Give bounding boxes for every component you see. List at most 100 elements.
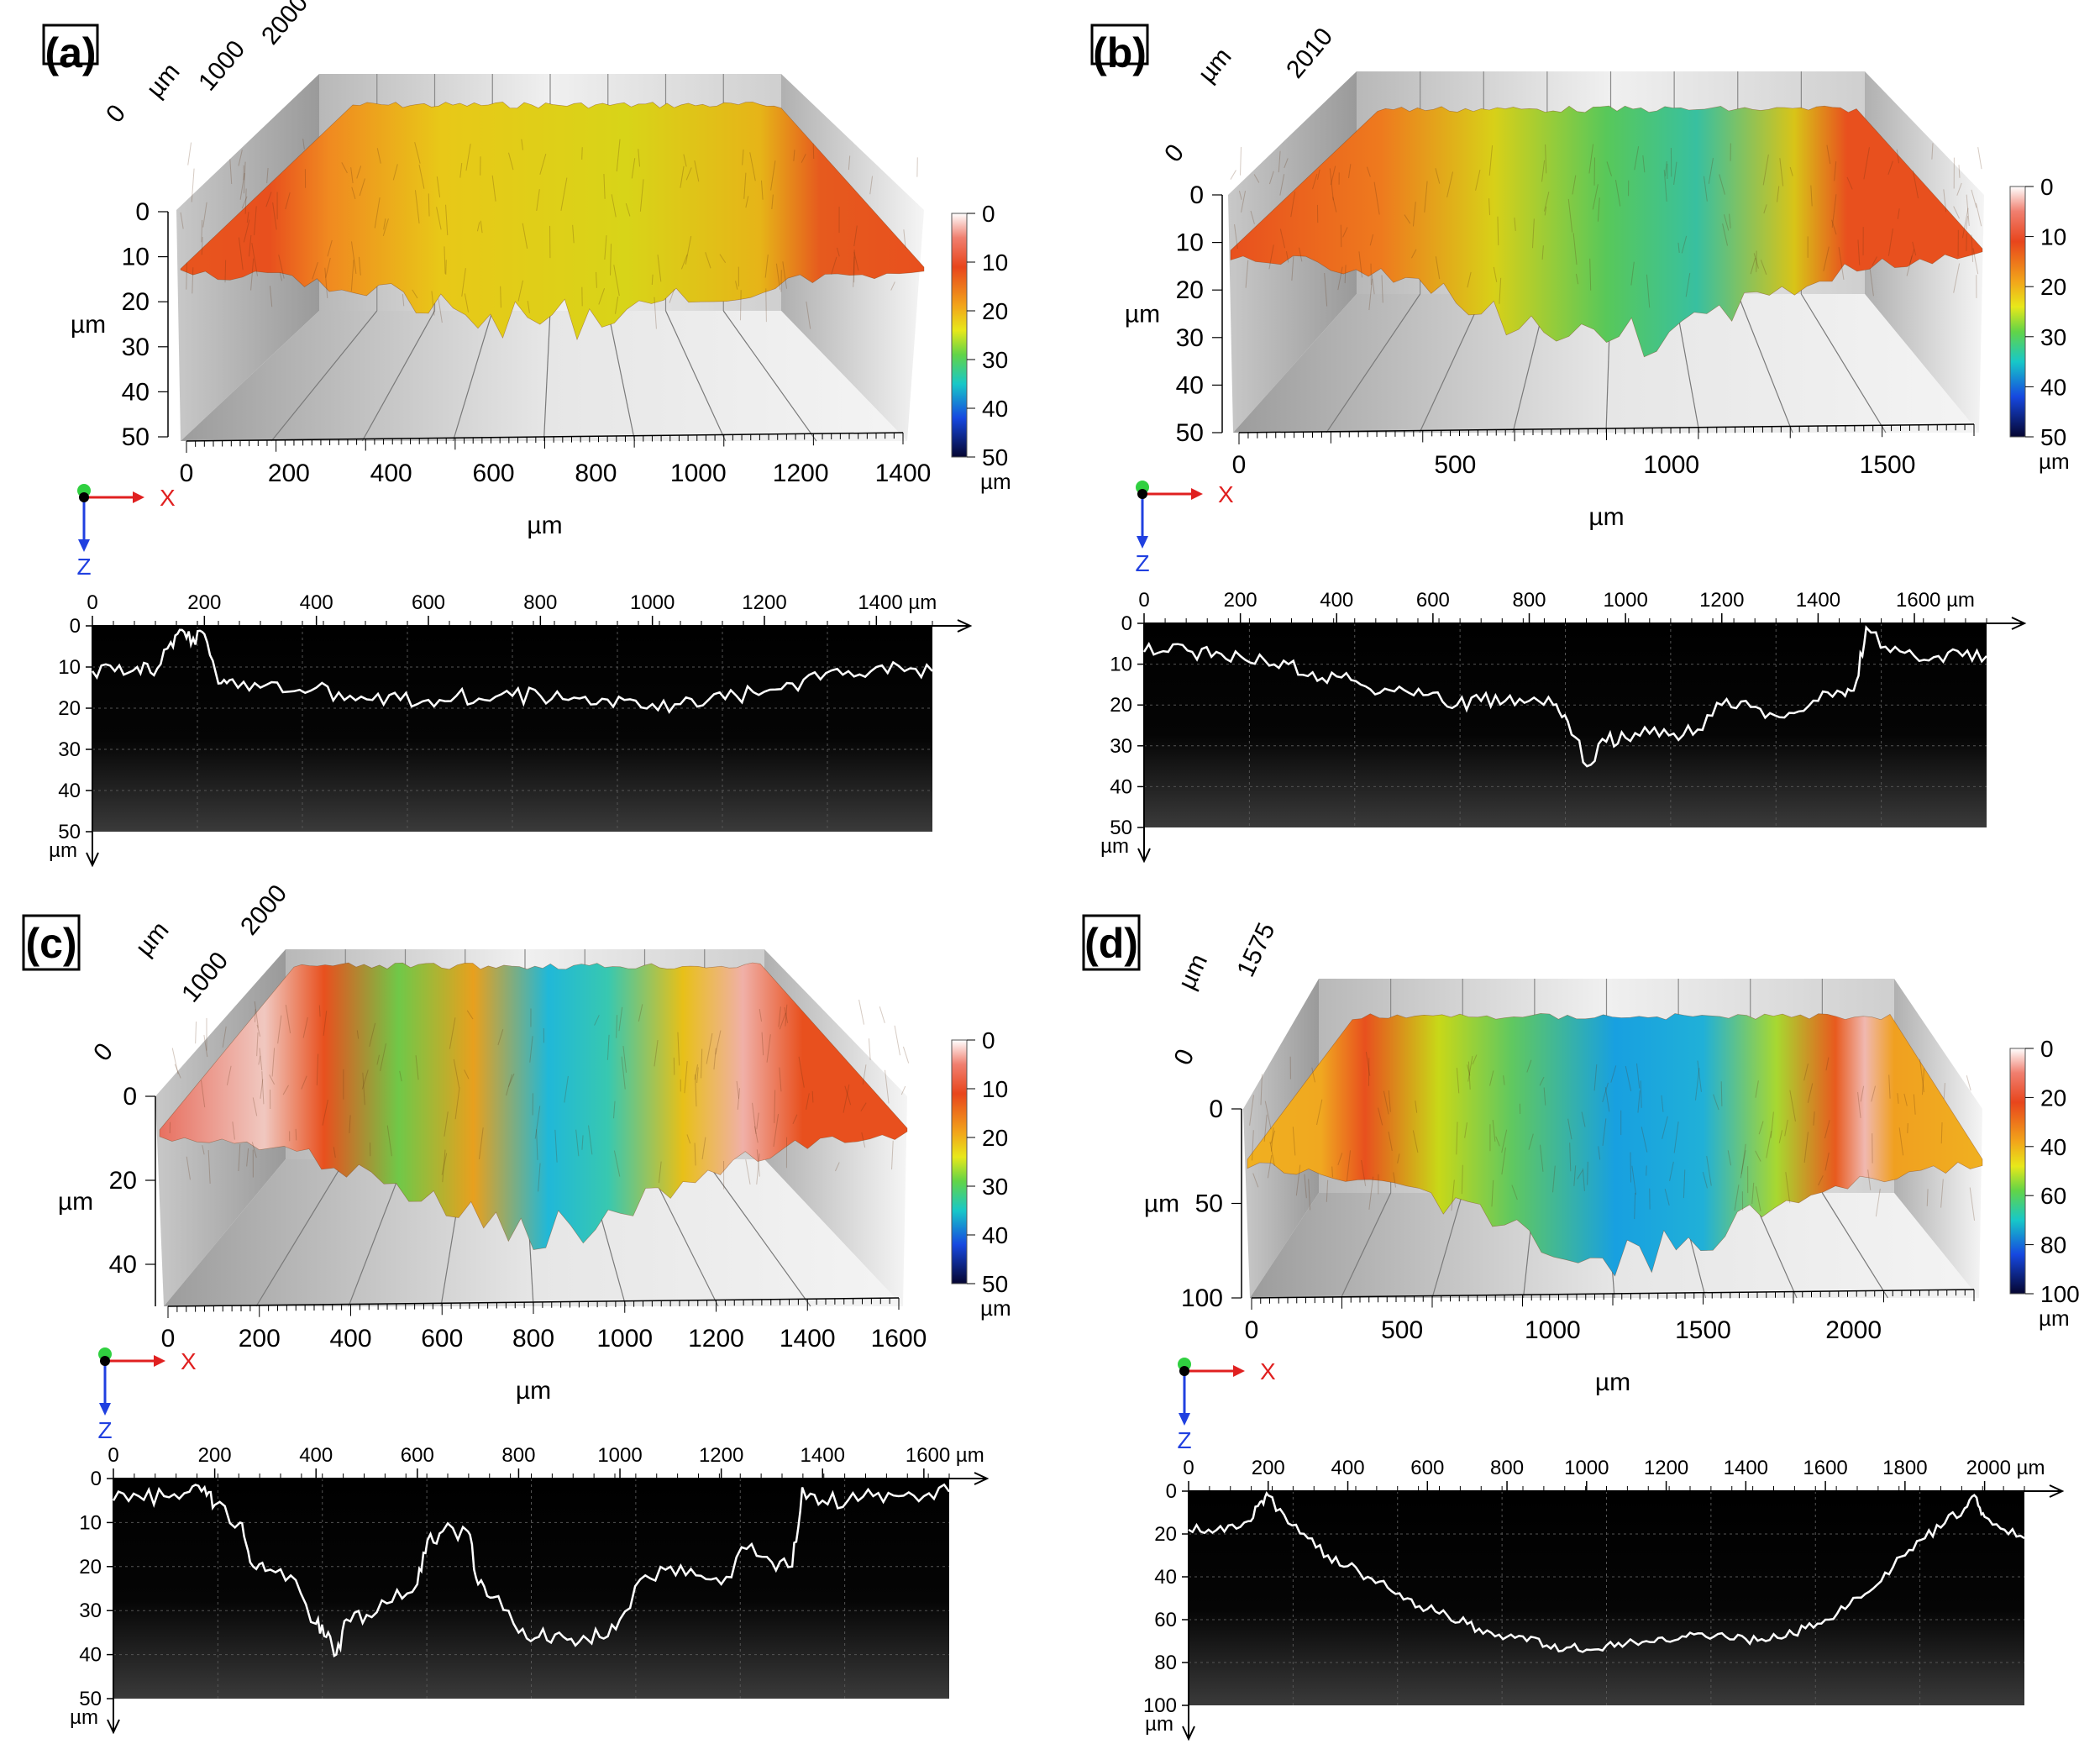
panel-d-surface-texture <box>1267 1155 1273 1179</box>
profile-a-x-tick-label: 0 <box>87 591 97 614</box>
panel-b-surface-texture <box>1241 191 1247 213</box>
panel-b-surface-texture <box>1977 147 1982 170</box>
panel-b-surface-texture <box>1958 165 1961 178</box>
panel-d-surface-texture <box>1264 1101 1272 1130</box>
panel-d-surface-texture <box>1388 1090 1391 1112</box>
panel-c-surface-texture <box>260 1079 264 1099</box>
panel-c-triad-origin <box>100 1356 110 1366</box>
panel-d-surface-texture <box>1393 1172 1397 1188</box>
panel-b-surface-texture <box>1642 155 1646 173</box>
panel-b-surface-texture <box>1961 207 1969 239</box>
panel-c-surface-texture <box>369 1022 376 1048</box>
profile-d-x-tick-label: 400 <box>1331 1457 1365 1479</box>
panel-d-z-axis-label: µm <box>1144 1190 1179 1218</box>
panel-a-surface-texture <box>476 222 480 232</box>
panel-a-surface-texture <box>812 143 815 160</box>
profile-a-y-arrow <box>86 852 99 868</box>
panel-c-surface-texture <box>779 1067 782 1092</box>
panel-c-colorbar-tick-label: 50 <box>982 1271 1008 1297</box>
panel-a-colorbar-unit: µm <box>980 469 1011 494</box>
panel-d-surface-texture <box>1940 1179 1944 1208</box>
panel-d-x-tick-label: 1000 <box>1525 1316 1581 1344</box>
panel-c-surface-texture <box>478 1127 484 1160</box>
panel-b-surface-texture <box>1673 161 1677 185</box>
panel-c-grid-line <box>255 1158 346 1307</box>
profile-a-y-tick-label: 50 <box>58 821 81 843</box>
panel-a-surface-texture <box>265 192 272 207</box>
panel-d-surface-texture <box>1875 1188 1881 1217</box>
panel-b-surface-texture <box>1499 277 1502 304</box>
panel-d-surface-texture <box>1871 1085 1877 1102</box>
panel-c-surface-texture <box>415 1055 419 1080</box>
panel-c-surface-texture <box>386 1125 392 1157</box>
panel-b-surface-texture <box>1531 218 1535 249</box>
panel-a-colorbar-tick-label: 30 <box>982 347 1008 373</box>
panel-d-colorbar-tick-label: 0 <box>2040 1036 2054 1062</box>
panel-a-surface-texture <box>186 262 187 290</box>
panel-c-surface-texture <box>453 1058 460 1088</box>
panel-d-surface-texture <box>1778 1130 1783 1143</box>
panel-a-x-tick-label: 1400 <box>875 460 932 487</box>
panel-a-surface-texture <box>285 192 291 210</box>
panel-d-surface-texture <box>1593 1064 1598 1091</box>
profile-a-y-tick-label: 10 <box>58 656 81 679</box>
panel-c-surface-texture <box>701 1137 706 1160</box>
panel-a-surface-texture <box>327 239 333 257</box>
panel-c-surface-texture <box>885 1069 890 1104</box>
panel-c-surface-texture <box>534 1106 541 1139</box>
panel-d-surface-texture <box>1602 1118 1607 1146</box>
panel-d-surface-texture <box>1582 1168 1585 1191</box>
panel-a-surface-texture <box>278 255 285 279</box>
panel-b-surface-texture <box>1704 176 1708 202</box>
panel-b-surface-texture <box>1369 234 1374 246</box>
panel-a-surface-texture <box>239 172 245 200</box>
panel-b-surface-texture <box>1722 223 1729 246</box>
panel-c-surface-texture <box>868 1038 871 1060</box>
panel-a-surface-texture <box>414 190 420 223</box>
profile-b-y-arrow <box>1137 848 1151 864</box>
panel-a-surface-texture <box>412 289 418 299</box>
panel-c-surface-texture <box>238 1143 241 1172</box>
panel-c-surface-texture <box>507 1073 515 1087</box>
panel-a-surface-texture <box>302 139 305 150</box>
panel-a-surface-texture <box>418 164 425 189</box>
panel-b-surface-texture <box>1975 202 1982 227</box>
panel-c-surface-texture <box>594 1015 600 1026</box>
panel-a-z-tick-label: 0 <box>135 198 150 226</box>
panel-d-surface-texture <box>1539 1076 1545 1086</box>
panel-b-surface-texture <box>1634 146 1640 171</box>
panel-d-surface-texture <box>1304 1174 1307 1199</box>
panel-c-x-axis-label: µm <box>516 1377 551 1405</box>
panel-b-x-tick-label: 500 <box>1434 451 1476 479</box>
panel-c-surface-texture <box>251 1142 257 1158</box>
panel-b-surface-texture <box>1373 181 1380 215</box>
profile-c-y-tick-label: 10 <box>79 1511 102 1534</box>
panel-c-surface-texture <box>778 1006 781 1027</box>
panel-d-surface-texture <box>1472 1054 1478 1065</box>
panel-c-y-tick-label: 0 <box>88 1038 118 1067</box>
panel-b-surface-texture <box>1606 161 1613 176</box>
panel-a-surface-texture <box>581 147 583 160</box>
panel-c-surface-texture <box>752 1102 757 1135</box>
panel-d-surface-texture <box>1412 1130 1419 1153</box>
panel-a-surface-texture <box>359 178 365 197</box>
panel-b-surface-texture <box>1424 181 1428 213</box>
panel-d-surface-texture <box>1378 1107 1383 1126</box>
panel-c-surface-texture <box>756 1153 760 1185</box>
panel-d-surface-texture <box>1249 1095 1254 1126</box>
panel-d-surface-texture <box>1727 1150 1732 1166</box>
panel-c-surface-texture <box>222 1026 227 1048</box>
panel-b-surface-texture <box>1240 146 1242 176</box>
panel-b-triad-z-label: Z <box>1135 550 1149 576</box>
panel-a-surface-texture <box>771 194 774 210</box>
panel-c-surface-texture <box>858 999 865 1025</box>
panel-b-surface-texture <box>1412 202 1416 227</box>
panel-b-surface-texture <box>1872 256 1877 266</box>
panel-c-surface-texture <box>529 1036 533 1063</box>
panel-c-grid-line <box>704 1158 811 1307</box>
panel-a-label-box <box>42 24 99 66</box>
panel-d-surface-texture <box>1598 1146 1601 1160</box>
panel-a-surface-texture <box>770 160 776 191</box>
panel-d-surface-texture <box>1495 1136 1500 1147</box>
panel-b-surface-texture <box>1753 253 1759 269</box>
